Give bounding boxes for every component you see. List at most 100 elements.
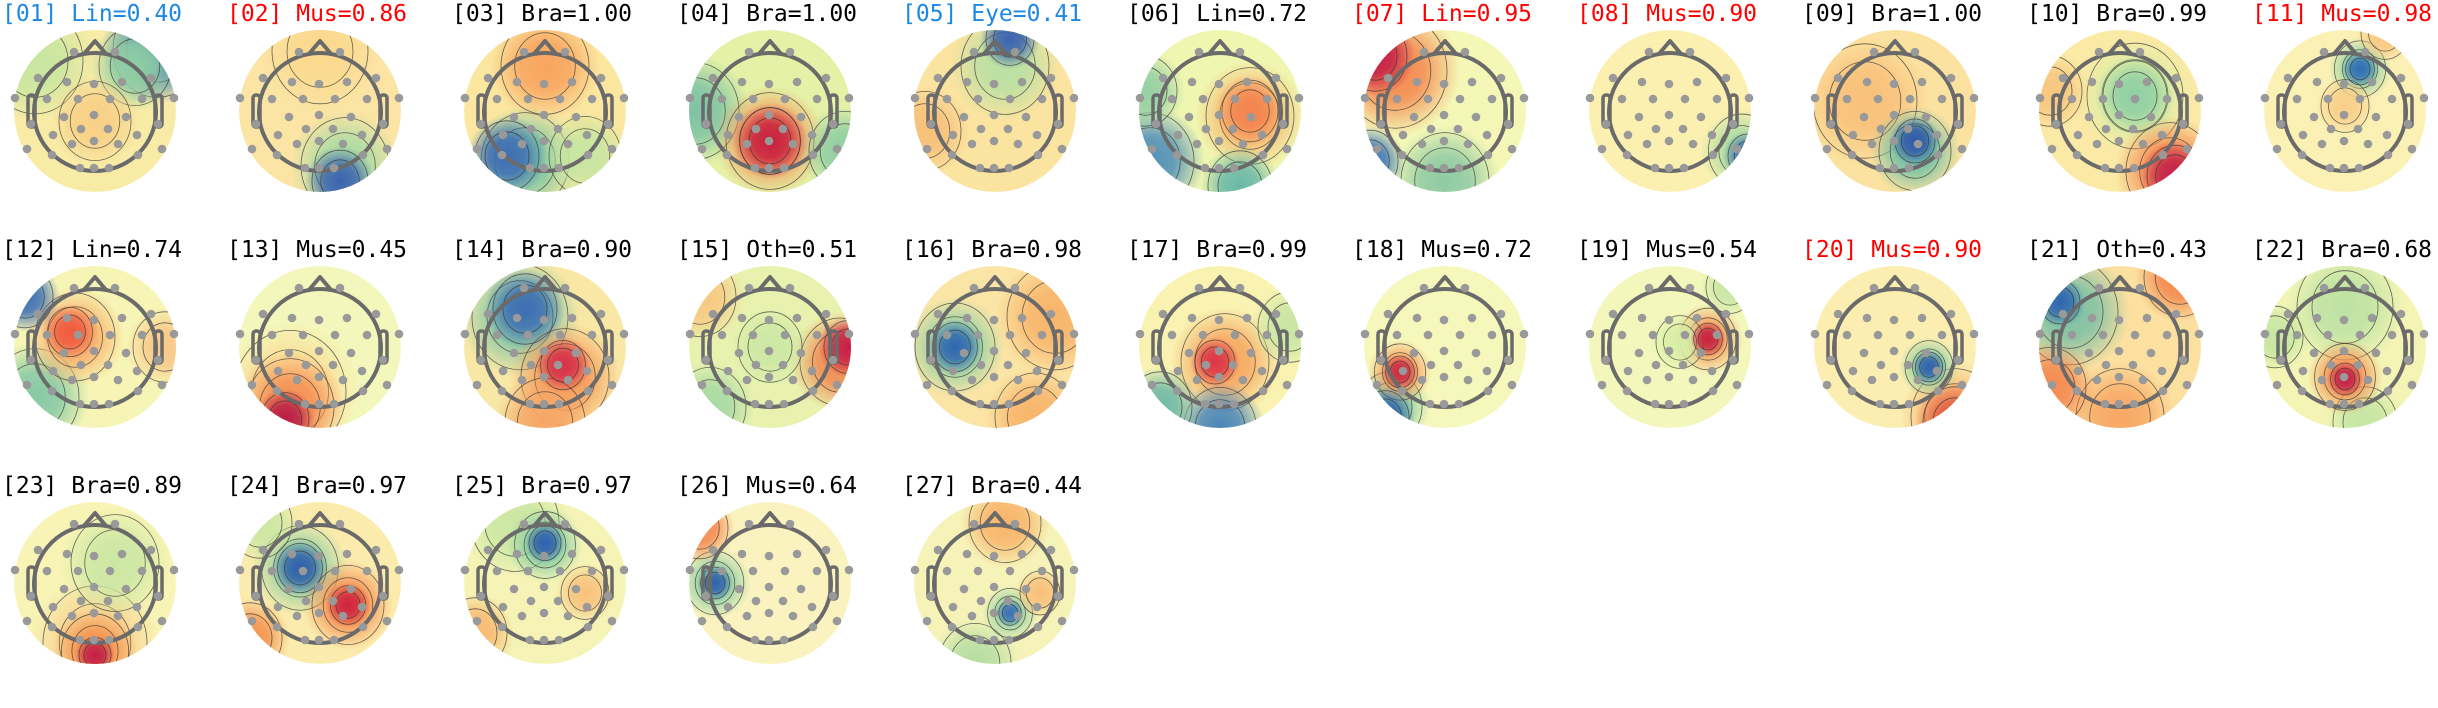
scalp-topomap xyxy=(1810,30,1979,192)
scalp-topomap xyxy=(1360,266,1529,428)
nose-marker xyxy=(306,275,334,293)
electrode-dots xyxy=(10,519,179,645)
scalp-topomap xyxy=(460,30,629,192)
activation-map xyxy=(239,266,401,428)
topomap-panel: [10] Bra=0.99 xyxy=(2027,0,2252,236)
scalp-topomap xyxy=(910,30,1079,192)
nose-marker xyxy=(2331,39,2359,57)
scalp-topomap xyxy=(910,502,1079,664)
component-label: [02] Mus=0.86 xyxy=(227,1,408,27)
electrode-dots xyxy=(1810,47,1979,173)
scalp-topomap xyxy=(685,266,854,428)
component-label: [26] Mus=0.64 xyxy=(677,473,858,499)
nose-marker xyxy=(1431,39,1459,57)
activation-map xyxy=(1364,30,1526,192)
scalp-topomap xyxy=(1810,266,1979,428)
topomap-panel: [07] Lin=0.95 xyxy=(1352,0,1577,236)
topomap-panel: [04] Bra=1.00 xyxy=(677,0,902,236)
activation-map xyxy=(2264,30,2426,192)
nose-marker xyxy=(1656,275,1684,293)
electrode-dots xyxy=(235,283,404,409)
scalp-topomap xyxy=(1135,266,1304,428)
electrode-dots xyxy=(910,47,1079,173)
electrode-dots xyxy=(10,47,179,173)
component-label: [05] Eye=0.41 xyxy=(902,1,1083,27)
component-label: [18] Mus=0.72 xyxy=(1352,237,1533,263)
component-label: [04] Bra=1.00 xyxy=(677,1,858,27)
electrode-dots xyxy=(685,47,854,173)
nose-marker xyxy=(756,39,784,57)
component-label: [17] Bra=0.99 xyxy=(1127,237,1308,263)
scalp-topomap xyxy=(460,502,629,664)
nose-marker xyxy=(1881,275,1909,293)
topomap-panel: [19] Mus=0.54 xyxy=(1577,236,1802,472)
nose-marker xyxy=(81,275,109,293)
scalp-topomap xyxy=(685,502,854,664)
nose-marker xyxy=(981,511,1009,529)
electrode-dots xyxy=(1360,47,1529,173)
scalp-topomap xyxy=(910,266,1079,428)
nose-marker xyxy=(306,39,334,57)
topomap-panel: [06] Lin=0.72 xyxy=(1127,0,1352,236)
component-label: [09] Bra=1.00 xyxy=(1802,1,1983,27)
nose-marker xyxy=(531,511,559,529)
topomap-panel: [20] Mus=0.90 xyxy=(1802,236,2027,472)
component-label: [08] Mus=0.90 xyxy=(1577,1,1758,27)
nose-marker xyxy=(2331,275,2359,293)
topomap-panel: [26] Mus=0.64 xyxy=(677,472,902,708)
scalp-topomap xyxy=(1135,30,1304,192)
component-label: [12] Lin=0.74 xyxy=(2,237,183,263)
electrode-dots xyxy=(1585,283,1754,409)
component-label: [21] Oth=0.43 xyxy=(2027,237,2208,263)
component-label: [23] Bra=0.89 xyxy=(2,473,183,499)
topomap-panel: [25] Bra=0.97 xyxy=(452,472,677,708)
topomap-panel: [09] Bra=1.00 xyxy=(1802,0,2027,236)
topomap-panel: [08] Mus=0.90 xyxy=(1577,0,1802,236)
activation-map xyxy=(239,502,401,664)
component-label: [11] Mus=0.98 xyxy=(2252,1,2433,27)
component-label: [27] Bra=0.44 xyxy=(902,473,1083,499)
activation-map xyxy=(2264,266,2426,428)
nose-marker xyxy=(981,275,1009,293)
electrode-dots xyxy=(1585,47,1754,173)
nose-marker xyxy=(756,511,784,529)
electrode-dots xyxy=(685,283,854,409)
nose-marker xyxy=(981,39,1009,57)
electrode-dots xyxy=(2260,283,2429,409)
component-label: [16] Bra=0.98 xyxy=(902,237,1083,263)
scalp-topomap xyxy=(10,266,179,428)
scalp-topomap xyxy=(1360,30,1529,192)
electrode-dots xyxy=(910,283,1079,409)
scalp-topomap xyxy=(10,30,179,192)
topomap-panel: [15] Oth=0.51 xyxy=(677,236,902,472)
component-label: [13] Mus=0.45 xyxy=(227,237,408,263)
electrode-dots xyxy=(1135,283,1304,409)
component-label: [20] Mus=0.90 xyxy=(1802,237,1983,263)
activation-map xyxy=(1139,30,1301,192)
topomap-panel: [11] Mus=0.98 xyxy=(2252,0,2438,236)
electrode-dots xyxy=(1360,283,1529,409)
activation-map xyxy=(2039,30,2201,192)
nose-marker xyxy=(81,511,109,529)
nose-marker xyxy=(531,275,559,293)
nose-marker xyxy=(1656,39,1684,57)
scalp-topomap xyxy=(2035,266,2204,428)
component-label: [24] Bra=0.97 xyxy=(227,473,408,499)
electrode-dots xyxy=(2260,47,2429,173)
component-label: [10] Bra=0.99 xyxy=(2027,1,2208,27)
topomap-panel: [13] Mus=0.45 xyxy=(227,236,452,472)
topomap-panel: [21] Oth=0.43 xyxy=(2027,236,2252,472)
scalp-topomap xyxy=(2260,30,2429,192)
topomap-panel: [18] Mus=0.72 xyxy=(1352,236,1577,472)
component-label: [14] Bra=0.90 xyxy=(452,237,633,263)
nose-marker xyxy=(306,511,334,529)
scalp-topomap xyxy=(460,266,629,428)
nose-marker xyxy=(81,39,109,57)
component-label: [03] Bra=1.00 xyxy=(452,1,633,27)
scalp-topomap xyxy=(2035,30,2204,192)
scalp-topomap xyxy=(235,30,404,192)
electrode-dots xyxy=(910,519,1079,645)
electrode-dots xyxy=(235,47,404,173)
nose-marker xyxy=(1206,39,1234,57)
topomap-panel: [23] Bra=0.89 xyxy=(2,472,227,708)
